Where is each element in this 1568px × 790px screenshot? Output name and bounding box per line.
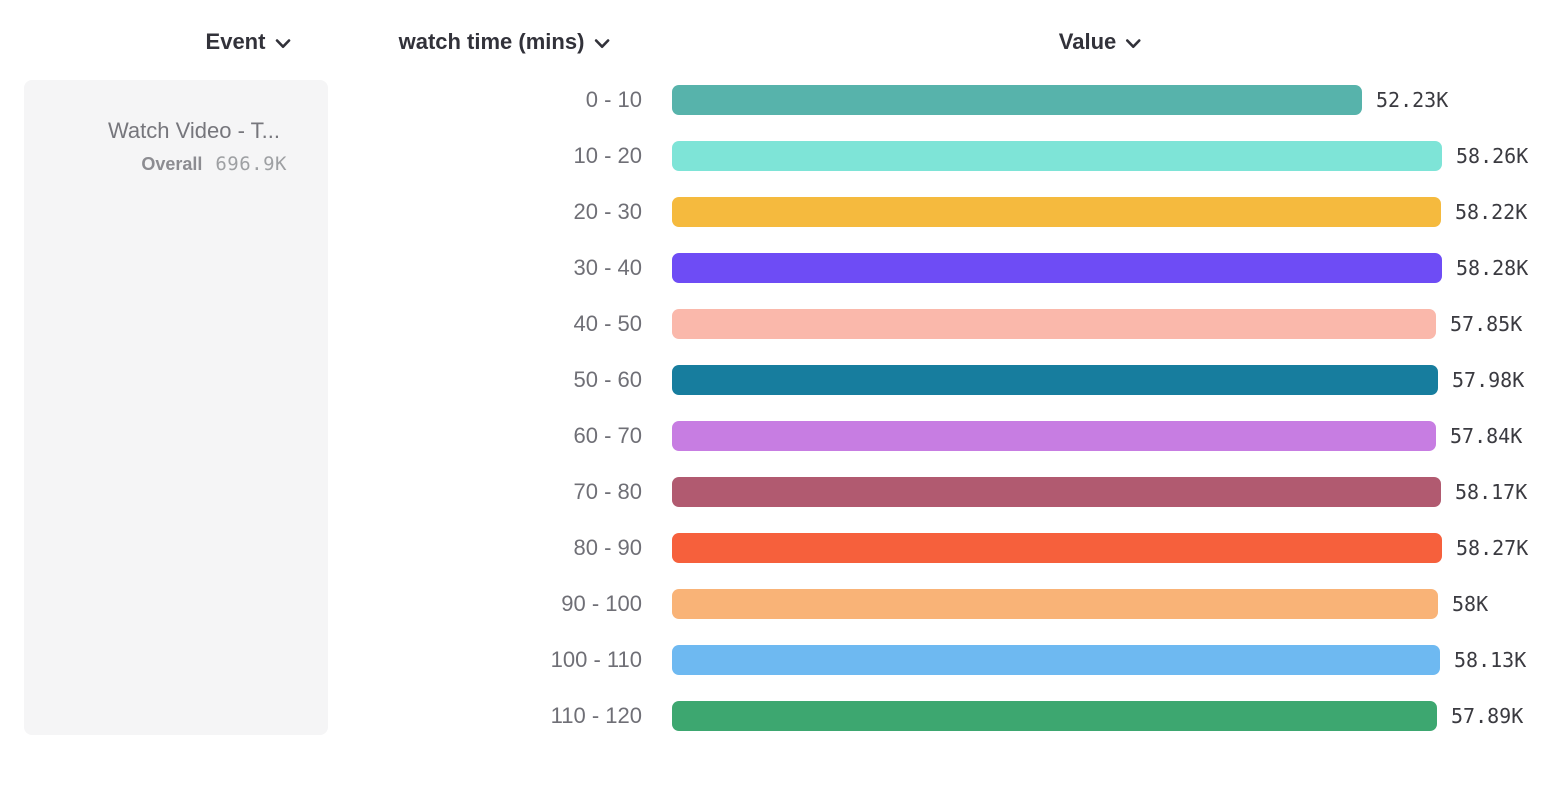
category-label: 20 - 30 [573, 199, 643, 224]
chart-row: 80 - 90 58.27K [0, 520, 1568, 576]
value-bar[interactable] [672, 589, 1438, 619]
category-label: 30 - 40 [573, 255, 643, 280]
value-bar[interactable] [672, 253, 1442, 283]
value-bar[interactable] [672, 421, 1436, 451]
value-label: 57.98K [1452, 368, 1525, 392]
value-label: 58.13K [1454, 648, 1527, 672]
value-bar[interactable] [672, 477, 1441, 507]
category-label: 100 - 110 [550, 647, 642, 672]
value-column-dropdown[interactable]: Value [1058, 26, 1142, 58]
chart-row: 100 - 110 58.13K [0, 632, 1568, 688]
category-label: 50 - 60 [573, 367, 643, 392]
category-label: 40 - 50 [573, 311, 643, 336]
chart-row: 90 - 100 58K [0, 576, 1568, 632]
overall-value: 696.9K [215, 152, 287, 175]
event-column-label: Event [205, 29, 266, 54]
category-label: 110 - 120 [550, 703, 642, 728]
chart-row: 60 - 70 57.84K [0, 408, 1568, 464]
breakdown-column-dropdown[interactable]: watch time (mins) [399, 26, 610, 58]
chart-row: 70 - 80 58.17K [0, 464, 1568, 520]
chevron-down-icon [594, 36, 610, 49]
category-label: 80 - 90 [573, 535, 643, 560]
chart-row: 30 - 40 58.28K [0, 240, 1568, 296]
chart-row: 0 - 10 52.23K [0, 72, 1568, 128]
event-column-dropdown[interactable]: Event [206, 26, 291, 58]
value-label: 58.17K [1455, 480, 1528, 504]
value-label: 57.85K [1450, 312, 1523, 336]
chevron-down-icon [275, 36, 291, 49]
value-bar[interactable] [672, 85, 1362, 115]
value-label: 57.84K [1450, 424, 1523, 448]
chart-row: 20 - 30 58.22K [0, 184, 1568, 240]
value-column-label: Value [1058, 29, 1117, 54]
value-bar[interactable] [672, 533, 1442, 563]
value-label: 58.26K [1456, 144, 1529, 168]
value-bar[interactable] [672, 701, 1437, 731]
chart-row: 110 - 120 57.89K [0, 688, 1568, 744]
event-legend-card[interactable]: Watch Video - T... Overall 696.9K [24, 80, 328, 735]
chart-row: 50 - 60 57.98K [0, 352, 1568, 408]
event-name: Watch Video - T... [107, 118, 280, 143]
value-bar[interactable] [672, 197, 1441, 227]
value-label: 57.89K [1451, 704, 1524, 728]
value-label: 58K [1452, 592, 1489, 616]
chart-row: 10 - 20 58.26K [0, 128, 1568, 184]
value-bar[interactable] [672, 645, 1440, 675]
overall-row: Overall 696.9K [44, 153, 287, 175]
value-bar[interactable] [672, 141, 1442, 171]
category-label: 10 - 20 [573, 143, 643, 168]
value-bar[interactable] [672, 309, 1436, 339]
value-label: 52.23K [1376, 88, 1449, 112]
breakdown-column-label: watch time (mins) [398, 29, 585, 54]
value-label: 58.22K [1455, 200, 1528, 224]
bar-chart: 0 - 10 52.23K 10 - 20 58.26K 20 - 30 58.22K 30… [0, 72, 1568, 744]
overall-label: Overall [141, 153, 203, 174]
chevron-down-icon [1126, 36, 1142, 49]
category-label: 0 - 10 [585, 87, 642, 112]
value-bar[interactable] [672, 365, 1438, 395]
category-label: 60 - 70 [573, 423, 643, 448]
value-label: 58.28K [1456, 256, 1529, 280]
category-label: 90 - 100 [561, 591, 642, 616]
chart-row: 40 - 50 57.85K [0, 296, 1568, 352]
value-label: 58.27K [1456, 536, 1529, 560]
category-label: 70 - 80 [573, 479, 643, 504]
